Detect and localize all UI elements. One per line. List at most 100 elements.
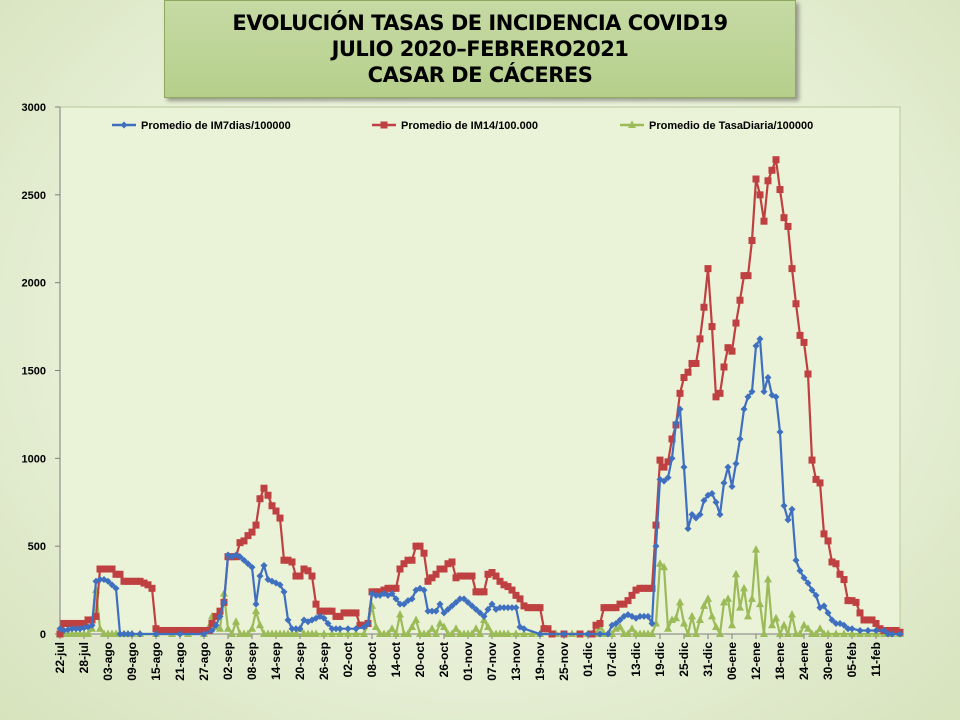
data-point-im7: [108, 581, 116, 589]
data-point-im7: [640, 612, 648, 620]
x-tick-label: 02-oct: [341, 642, 355, 677]
data-point-im14: [488, 569, 496, 577]
data-point-im14: [144, 581, 152, 589]
data-point-im14: [324, 607, 332, 615]
data-point-im14: [140, 579, 148, 587]
x-tick-label: 25-nov: [557, 642, 571, 681]
data-point-im14: [664, 458, 672, 466]
data-point-tasa: [784, 629, 792, 637]
data-point-tasa: [700, 601, 708, 609]
data-point-im14: [372, 588, 380, 596]
data-point-im14: [600, 604, 608, 612]
data-point-im14: [720, 363, 728, 371]
data-point-tasa: [648, 629, 656, 637]
data-point-im14: [756, 191, 764, 199]
data-point-im7: [888, 630, 896, 638]
data-point-im7: [720, 479, 728, 487]
data-point-tasa: [468, 629, 476, 637]
data-point-im14: [336, 612, 344, 620]
data-point-im14: [196, 626, 204, 634]
data-point-tasa: [824, 629, 832, 637]
data-point-im14: [640, 584, 648, 592]
data-point-im7: [752, 342, 760, 350]
x-tick-label: 11-feb: [869, 642, 883, 677]
data-point-im14: [540, 625, 548, 633]
data-point-im14: [92, 612, 100, 620]
y-tick-label: 3000: [22, 102, 46, 114]
data-point-tasa: [756, 599, 764, 608]
data-point-im14: [764, 177, 772, 185]
data-point-tasa: [528, 629, 536, 637]
data-point-im7: [484, 605, 492, 613]
data-point-im14: [776, 186, 784, 194]
x-tick-label: 09-ago: [125, 642, 139, 681]
x-tick-label: 22-jul: [53, 642, 67, 673]
data-point-im14: [748, 237, 756, 245]
data-point-im7: [812, 591, 820, 599]
data-point-im14: [848, 597, 856, 605]
data-point-im7: [884, 630, 892, 638]
data-point-im7: [324, 619, 332, 627]
data-point-im14: [852, 598, 860, 606]
data-point-im7: [676, 405, 684, 413]
legend-label-im7: Promedio de IM7dias/100000: [141, 120, 291, 132]
data-point-im7: [652, 542, 660, 550]
data-point-im14: [460, 572, 468, 580]
data-point-im14: [244, 532, 252, 540]
data-point-im14: [260, 484, 268, 492]
data-point-im14: [428, 574, 436, 582]
data-point-im7: [72, 625, 80, 633]
data-point-tasa: [744, 611, 752, 620]
data-point-im7: [504, 604, 512, 612]
data-point-im7: [512, 604, 520, 612]
data-point-im7: [452, 598, 460, 606]
data-point-tasa: [692, 629, 700, 637]
data-point-im7: [236, 553, 244, 561]
x-tick-label: 26-sep: [317, 642, 331, 680]
data-point-tasa: [804, 624, 812, 632]
data-point-im14: [472, 588, 480, 596]
data-point-im14: [512, 591, 520, 599]
data-point-im14: [76, 619, 84, 627]
data-point-tasa: [232, 617, 240, 625]
data-point-tasa: [412, 615, 420, 623]
data-point-im14: [652, 521, 660, 529]
x-tick-label: 13-nov: [509, 642, 523, 681]
data-point-tasa: [624, 629, 632, 637]
data-point-im7: [760, 388, 768, 396]
x-tick-label: 07-nov: [485, 642, 499, 681]
data-point-im7: [464, 598, 472, 606]
data-point-im14: [340, 609, 348, 617]
data-point-im14: [836, 570, 844, 578]
data-point-im7: [680, 463, 688, 471]
data-point-im14: [612, 604, 620, 612]
data-point-tasa: [360, 629, 368, 637]
data-point-im14: [712, 393, 720, 401]
data-point-im14: [120, 577, 128, 585]
x-tick-label: 13-dic: [629, 642, 643, 677]
data-point-im14: [236, 539, 244, 547]
data-point-im14: [240, 537, 248, 545]
data-point-im7: [536, 630, 544, 638]
data-point-im7: [612, 619, 620, 627]
data-point-im14: [868, 616, 876, 624]
data-point-im7: [488, 600, 496, 608]
x-tick-label: 14-oct: [389, 642, 403, 677]
data-point-im14: [724, 344, 732, 352]
data-point-tasa: [96, 624, 104, 632]
data-point-im14: [424, 577, 432, 585]
data-point-im7: [408, 595, 416, 603]
data-point-tasa: [424, 629, 432, 637]
data-point-im14: [56, 630, 64, 638]
data-point-im14: [528, 604, 536, 612]
data-point-tasa: [344, 629, 352, 637]
data-point-im14: [200, 626, 208, 634]
data-point-tasa: [484, 622, 492, 630]
data-point-im14: [208, 619, 216, 627]
data-point-im7: [832, 619, 840, 627]
data-point-im14: [656, 456, 664, 464]
data-point-im14: [660, 463, 668, 471]
data-point-im14: [856, 609, 864, 617]
data-point-im7: [432, 607, 440, 615]
data-point-tasa: [440, 622, 448, 630]
